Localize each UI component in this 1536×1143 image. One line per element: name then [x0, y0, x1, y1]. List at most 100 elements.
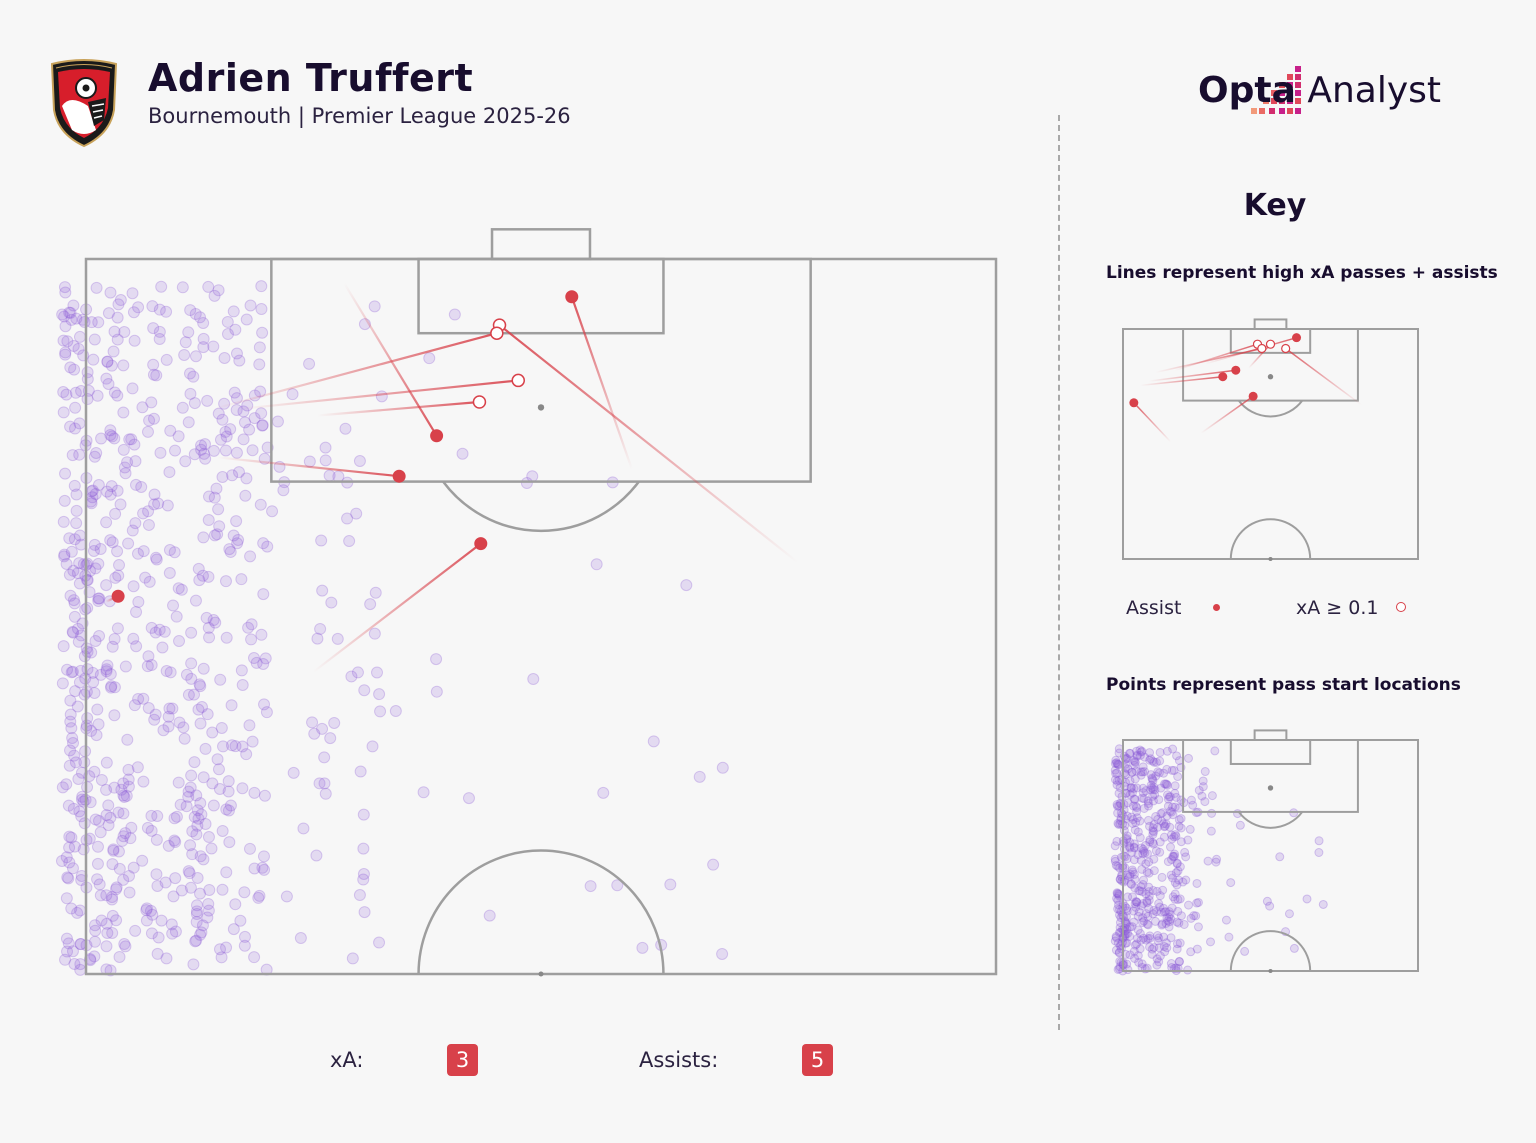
pass-start-point	[107, 345, 120, 358]
pass-start-point	[191, 871, 204, 884]
pass-start-point	[1141, 859, 1151, 869]
pass-start-point	[233, 354, 246, 367]
pass-start-point	[294, 932, 307, 945]
pass-start-point	[1164, 917, 1174, 927]
pass-start-point	[1128, 906, 1138, 916]
pass-start-point	[89, 813, 102, 826]
pass-start-point	[128, 699, 141, 712]
pass-start-point	[192, 812, 205, 825]
pass-start-point	[1146, 785, 1156, 795]
centre-circle	[417, 849, 665, 975]
pass-start-point	[1221, 915, 1231, 925]
pass-start-point	[223, 836, 236, 849]
pass-start-point	[70, 517, 83, 530]
pass-start-point	[68, 840, 81, 853]
pass-start-point	[1170, 802, 1180, 812]
pass-start-point	[358, 684, 371, 697]
pass-start-point	[260, 706, 273, 719]
pass-start-point	[1132, 897, 1142, 907]
pass-start-point	[371, 666, 384, 679]
pass-start-point	[148, 498, 161, 511]
pass-start-point	[222, 804, 235, 817]
pass-start-point	[306, 716, 319, 729]
pass-start-point	[1110, 775, 1120, 785]
pass-start-point	[1125, 776, 1135, 786]
pass-start-point	[202, 621, 215, 634]
pass-start-point	[224, 423, 237, 436]
pass-start-point	[1161, 819, 1171, 829]
pass-start-point	[68, 610, 81, 623]
pass-start-point	[318, 777, 331, 790]
pass-start-point	[84, 565, 97, 578]
pass-start-point	[194, 887, 207, 900]
pass-start-point	[1112, 800, 1122, 810]
pass-start-point	[140, 902, 153, 915]
pass-start-point	[225, 699, 238, 712]
pass-start-point	[1148, 796, 1158, 806]
pass-start-point	[88, 765, 101, 778]
pass-line	[343, 282, 438, 437]
pass-start-point	[64, 361, 77, 374]
pass-start-point	[1179, 919, 1189, 929]
pass-start-point	[91, 703, 104, 716]
pass-start-point	[1145, 931, 1155, 941]
pass-start-point	[161, 499, 174, 512]
pass-start-point	[104, 424, 117, 437]
pass-start-point	[430, 653, 443, 666]
pass-start-point	[93, 592, 106, 605]
pass-start-point	[1145, 933, 1155, 943]
pass-start-point	[1125, 789, 1135, 799]
pass-start-point	[107, 843, 120, 856]
pass-start-point	[366, 740, 379, 753]
pass-start-point	[213, 520, 226, 533]
key-lines-example-passes	[1129, 333, 1363, 443]
pass-start-point	[1143, 799, 1153, 809]
pass-start-point	[1126, 879, 1136, 889]
pass-start-point	[148, 488, 161, 501]
pass-start-point	[1113, 818, 1123, 828]
pass-start-point	[1160, 907, 1170, 917]
pass-start-point	[255, 628, 268, 641]
pass-start-point	[145, 824, 158, 837]
pass-start-point	[277, 484, 290, 497]
pass-start-point	[108, 681, 121, 694]
pass-start-point	[1150, 916, 1160, 926]
pass-start-point	[57, 334, 70, 347]
pass-start-point	[190, 899, 203, 912]
pass-start-point	[253, 358, 266, 371]
pass-start-point	[255, 407, 268, 420]
pass-start-point	[1129, 755, 1139, 765]
pass-start-point	[163, 566, 176, 579]
pass-start-point	[73, 448, 86, 461]
pass-start-point	[163, 466, 176, 479]
pass-start-point	[1240, 946, 1250, 956]
pass-start-point	[1148, 826, 1158, 836]
key-lines-caption: Lines represent high xA passes + assists	[1106, 263, 1498, 283]
pass-start-point	[1188, 800, 1198, 810]
pass-start-point	[1160, 779, 1170, 789]
penalty-box	[270, 257, 812, 483]
pass-start-point	[590, 558, 603, 571]
pass-start-point	[192, 562, 205, 575]
pass-start-point	[104, 488, 117, 501]
pass-start-point	[1147, 944, 1157, 954]
pass-start-point	[212, 503, 225, 516]
pass-start-point	[1111, 755, 1121, 765]
pass-start-point	[1136, 935, 1146, 945]
pass-start-point	[215, 721, 228, 734]
pass-start-point	[250, 656, 263, 669]
pass-start-point	[88, 687, 101, 700]
pass-start-point	[1127, 767, 1137, 777]
pass-start-point	[75, 793, 88, 806]
pass-start-point	[167, 599, 180, 612]
pass-start-point	[389, 705, 402, 718]
pass-start-point	[1289, 943, 1299, 953]
pass-start-point	[483, 909, 496, 922]
pass-start-point	[1148, 886, 1158, 896]
pass-start-point	[1163, 794, 1173, 804]
pass-start-point	[117, 807, 130, 820]
pass-start-point	[1125, 869, 1135, 879]
penalty-arc	[442, 480, 640, 532]
pass-start-point	[1159, 822, 1169, 832]
pass-start-point	[125, 821, 138, 834]
